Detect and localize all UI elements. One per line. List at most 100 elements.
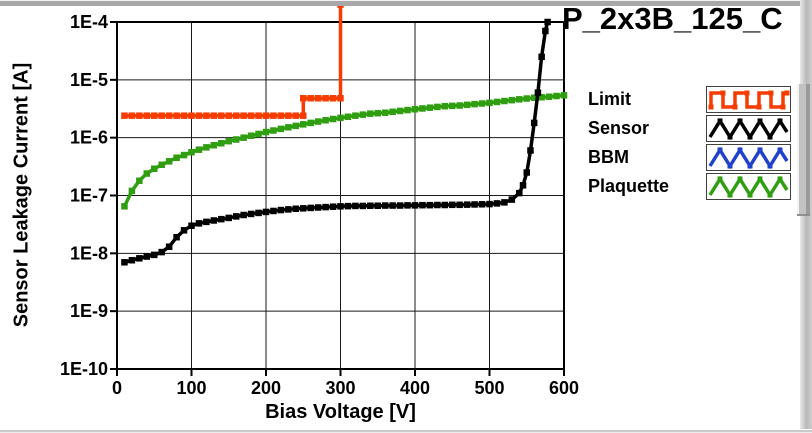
series-marker-plaquette [136, 177, 143, 184]
series-marker-limit [203, 112, 210, 119]
series-marker-sensor [247, 210, 255, 218]
series-marker-plaquette [158, 161, 165, 169]
series-marker-plaquette [404, 106, 411, 114]
series-marker-sensor [292, 205, 300, 213]
x-axis-title: Bias Voltage [V] [265, 401, 416, 423]
series-marker-plaquette [225, 137, 232, 145]
series-marker-sensor [180, 227, 188, 234]
series-marker-sensor [232, 213, 240, 220]
series-marker-sensor [337, 203, 344, 210]
x-tick-label: 400 [400, 378, 430, 398]
series-marker-sensor [255, 209, 262, 217]
series-marker-sensor [136, 255, 143, 262]
series-marker-plaquette [337, 114, 344, 122]
series-marker-plaquette [411, 105, 419, 113]
series-marker-plaquette [173, 154, 180, 161]
series-marker-plaquette [389, 108, 396, 116]
series-marker-sensor [218, 215, 225, 223]
series-marker-sensor [143, 253, 151, 260]
series-marker-limit [277, 112, 285, 119]
series-marker-plaquette [367, 110, 374, 117]
y-tick-label: 1E-8 [70, 243, 108, 263]
series-marker-sensor [225, 214, 232, 222]
series-marker-limit [322, 95, 329, 102]
series-marker-sensor [534, 89, 542, 96]
legend-item-plaquette[interactable]: Plaquette [588, 173, 791, 200]
legend-item-sensor[interactable]: Sensor [588, 115, 791, 142]
series-marker-sensor [542, 27, 549, 35]
series-marker-limit [337, 95, 344, 102]
series-marker-plaquette [426, 104, 434, 111]
series-marker-sensor [544, 18, 551, 26]
series-marker-plaquette [307, 119, 314, 127]
x-tick-label: 0 [112, 378, 122, 398]
triangle-wave-icon[interactable] [706, 144, 791, 171]
series-marker-sensor [158, 248, 165, 256]
series-marker-plaquette [285, 124, 292, 131]
series-marker-limit [173, 112, 180, 119]
series-marker-sensor [493, 200, 501, 207]
series-marker-sensor [203, 218, 210, 226]
series-marker-limit [300, 112, 307, 119]
x-tick-label: 300 [325, 378, 355, 398]
series-marker-sensor [463, 201, 471, 208]
triangle-wave-icon[interactable] [706, 115, 791, 142]
series-marker-plaquette [232, 136, 240, 143]
series-marker-plaquette [478, 100, 486, 107]
series-marker-plaquette [374, 109, 381, 117]
triangle-wave-icon[interactable] [706, 173, 791, 200]
x-tick-label: 600 [549, 378, 579, 398]
series-marker-plaquette [560, 92, 568, 99]
series-marker-sensor [195, 220, 203, 227]
series-marker-plaquette [151, 165, 158, 173]
series-marker-limit [292, 112, 300, 119]
series-marker-sensor [501, 199, 508, 206]
series-marker-limit [218, 112, 225, 119]
series-marker-plaquette [218, 140, 225, 147]
series-marker-limit [329, 95, 337, 102]
square-wave-icon[interactable] [706, 86, 791, 113]
series-marker-limit [262, 112, 270, 119]
series-marker-sensor [456, 201, 463, 209]
series-marker-plaquette [381, 109, 389, 116]
series-marker-plaquette [530, 94, 538, 102]
series-marker-sensor [471, 201, 478, 208]
series-marker-limit [225, 112, 232, 119]
series-marker-sensor [486, 200, 493, 208]
y-axis-title: Sensor Leakage Current [A] [10, 62, 33, 328]
series-marker-plaquette [538, 93, 545, 101]
y-tick-label: 1E-10 [60, 359, 108, 379]
series-marker-plaquette [545, 93, 553, 100]
y-tick-label: 1E-5 [70, 70, 108, 90]
series-marker-sensor [527, 147, 534, 154]
series-marker-plaquette [188, 148, 195, 156]
series-marker-sensor [404, 202, 411, 209]
series-marker-plaquette [419, 105, 426, 112]
series-marker-plaquette [434, 103, 441, 111]
series-marker-sensor [538, 53, 545, 61]
series-marker-limit [307, 95, 314, 102]
series-marker-limit [165, 112, 173, 119]
y-tick-label: 1E-6 [70, 128, 108, 148]
series-marker-limit [128, 112, 136, 119]
series-marker-plaquette [255, 130, 262, 138]
series-marker-plaquette [516, 96, 523, 103]
series-marker-sensor [374, 202, 381, 209]
series-marker-limit [136, 112, 143, 119]
series-marker-sensor [210, 217, 218, 224]
series-marker-sensor [516, 189, 523, 197]
series-marker-sensor [359, 202, 367, 210]
series-marker-sensor [523, 169, 530, 176]
x-tick-label: 500 [474, 378, 504, 398]
legend-item-limit[interactable]: Limit [588, 86, 791, 113]
series-marker-plaquette [344, 113, 352, 120]
series-marker-sensor [329, 203, 337, 210]
series-marker-plaquette [300, 121, 307, 128]
series-marker-plaquette [277, 125, 285, 133]
series-marker-sensor [367, 202, 374, 209]
legend-item-bbm[interactable]: BBM [588, 144, 791, 171]
series-marker-sensor [478, 201, 486, 208]
series-marker-sensor [262, 208, 270, 216]
series-marker-plaquette [292, 122, 300, 130]
